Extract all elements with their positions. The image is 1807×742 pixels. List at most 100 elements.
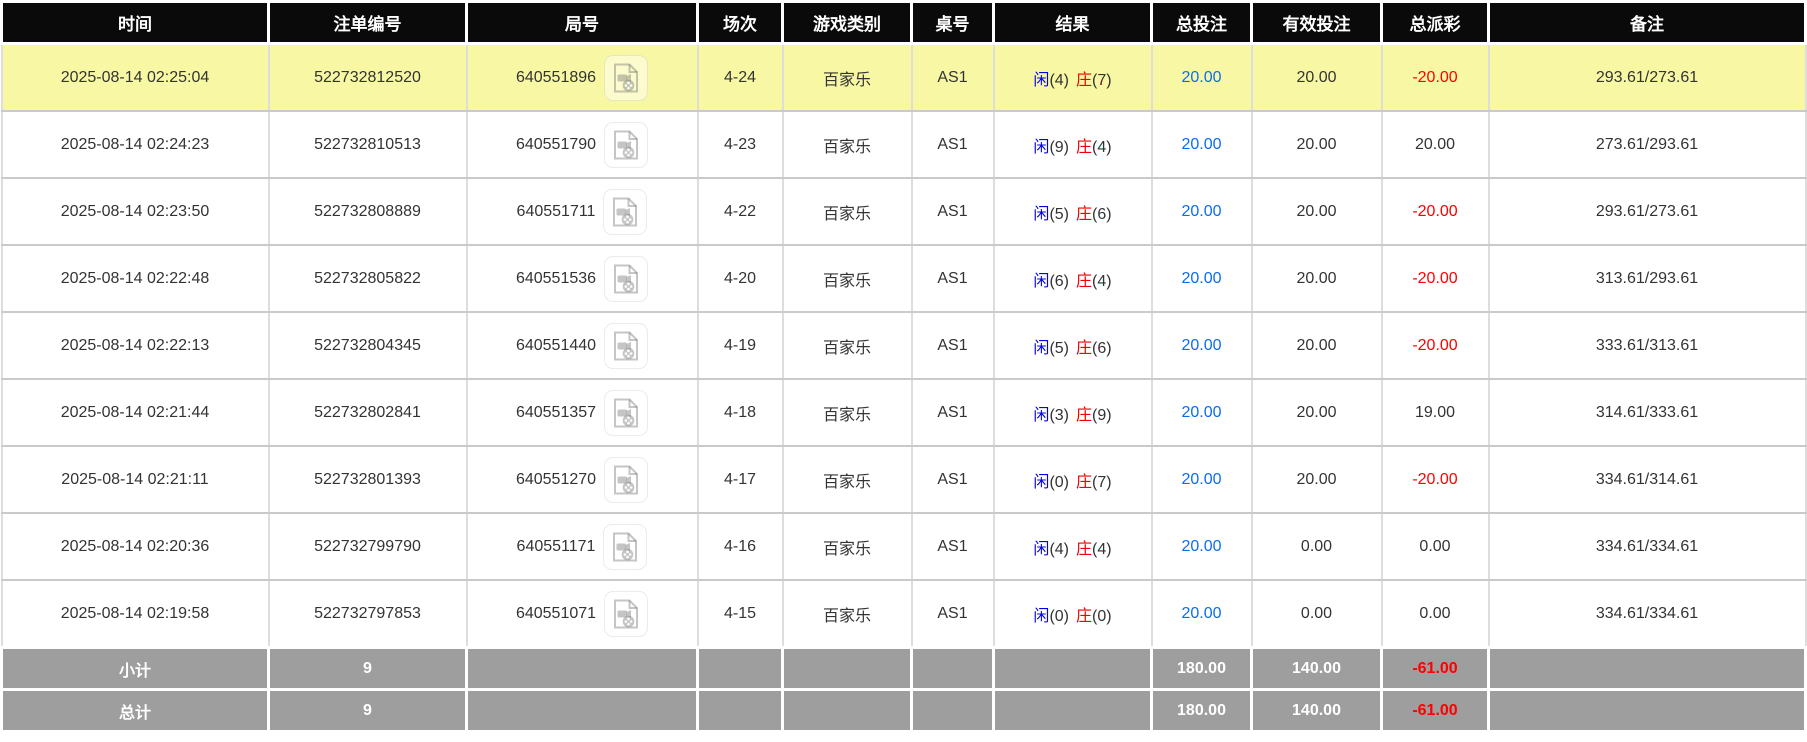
round-id-cell: 640551711: [465, 177, 699, 246]
video-replay-button[interactable]: [604, 590, 649, 637]
total-bet-cell[interactable]: 20.00: [1150, 177, 1253, 246]
video-file-icon: [613, 331, 639, 361]
payout-cell: 0.00: [1380, 579, 1490, 649]
video-replay-button[interactable]: [604, 121, 649, 168]
session-cell: 4-23: [696, 110, 784, 179]
game-type-cell: 百家乐: [781, 512, 913, 581]
remark-cell: 334.61/334.61: [1487, 579, 1807, 649]
time-cell: 2025-08-14 02:22:48: [0, 244, 270, 313]
banker-result-label: 庄: [1076, 473, 1093, 491]
video-replay-button[interactable]: [604, 255, 649, 302]
total-bet-cell[interactable]: 20.00: [1150, 579, 1253, 649]
round-id: 640551270: [515, 470, 597, 488]
player-result-value: (4): [1049, 71, 1069, 89]
result-cell: 闲(3) 庄(9): [992, 378, 1153, 447]
payout-cell: 19.00: [1380, 378, 1490, 447]
valid-bet-cell: 20.00: [1250, 177, 1383, 246]
banker-result-value: (7): [1092, 71, 1112, 89]
session-cell: 4-24: [696, 42, 784, 112]
session-cell: 4-18: [696, 378, 784, 447]
grandtotal-count: 9: [267, 688, 468, 733]
valid-bet-cell: 0.00: [1250, 579, 1383, 649]
player-result-value: (0): [1049, 473, 1069, 491]
video-replay-button[interactable]: [603, 188, 648, 235]
table-no-cell: AS1: [910, 512, 995, 581]
table-no-cell: AS1: [910, 579, 995, 649]
banker-result-value: (6): [1092, 205, 1112, 223]
column-header-payout: 总派彩: [1380, 0, 1490, 45]
valid-bet-cell: 20.00: [1250, 42, 1383, 112]
subtotal-total-bet: 180.00: [1150, 646, 1253, 691]
payout-cell: -20.00: [1380, 311, 1490, 380]
game-type-cell: 百家乐: [781, 311, 913, 380]
round-id: 640551171: [516, 537, 596, 555]
round-id-cell: 640551536: [465, 244, 699, 313]
video-replay-button[interactable]: [604, 389, 649, 436]
banker-result-label: 庄: [1076, 406, 1093, 424]
total-bet-cell[interactable]: 20.00: [1150, 378, 1253, 447]
player-result-value: (4): [1049, 540, 1069, 558]
banker-result-value: (4): [1092, 272, 1112, 290]
remark-cell: 333.61/313.61: [1487, 311, 1807, 380]
game-type-cell: 百家乐: [781, 579, 913, 649]
table-row: 2025-08-14 02:21:11 522732801393 6405512…: [0, 445, 1807, 514]
session-cell: 4-20: [696, 244, 784, 313]
payout-cell: 0.00: [1380, 512, 1490, 581]
video-replay-button[interactable]: [604, 322, 649, 369]
round-id-cell: 640551790: [465, 110, 699, 179]
total-bet-cell[interactable]: 20.00: [1150, 244, 1253, 313]
player-result-label: 闲: [1033, 406, 1050, 424]
table-no-cell: AS1: [910, 311, 995, 380]
valid-bet-cell: 20.00: [1250, 244, 1383, 313]
bet-id-cell: 522732805822: [267, 244, 468, 313]
empty-cell: [1487, 646, 1807, 691]
session-cell: 4-16: [696, 512, 784, 581]
table-row: 2025-08-14 02:22:48 522732805822 6405515…: [0, 244, 1807, 313]
banker-result-label: 庄: [1076, 138, 1093, 156]
result-cell: 闲(4) 庄(4): [992, 512, 1153, 581]
grandtotal-total-bet: 180.00: [1150, 688, 1253, 733]
time-cell: 2025-08-14 02:19:58: [0, 579, 270, 649]
column-header-session: 场次: [696, 0, 784, 45]
remark-cell: 273.61/293.61: [1487, 110, 1807, 179]
result-cell: 闲(5) 庄(6): [992, 311, 1153, 380]
video-replay-button[interactable]: [604, 456, 649, 503]
banker-result-value: (4): [1092, 540, 1112, 558]
valid-bet-cell: 0.00: [1250, 512, 1383, 581]
banker-result-label: 庄: [1076, 71, 1093, 89]
bet-id-cell: 522732797853: [267, 579, 468, 649]
table-footer: 小计 9 180.00 140.00 -61.00 总计 9 180.00 14…: [0, 646, 1807, 733]
column-header-result: 结果: [992, 0, 1153, 45]
payout-cell: -20.00: [1380, 177, 1490, 246]
column-header-remark: 备注: [1487, 0, 1807, 45]
subtotal-payout: -61.00: [1380, 646, 1490, 691]
empty-cell: [781, 688, 913, 733]
round-id: 640551790: [515, 135, 597, 153]
total-bet-cell[interactable]: 20.00: [1150, 445, 1253, 514]
total-bet-cell[interactable]: 20.00: [1150, 512, 1253, 581]
table-no-cell: AS1: [910, 42, 995, 112]
video-replay-button[interactable]: [604, 54, 649, 101]
banker-result-value: (6): [1092, 339, 1112, 357]
banker-result-value: (9): [1092, 406, 1112, 424]
total-bet-cell[interactable]: 20.00: [1150, 311, 1253, 380]
column-header-round-id: 局号: [465, 0, 699, 45]
round-id-cell: 640551357: [465, 378, 699, 447]
time-cell: 2025-08-14 02:22:13: [0, 311, 270, 380]
video-file-icon: [613, 599, 639, 629]
video-replay-button[interactable]: [603, 523, 648, 570]
payout-cell: 20.00: [1380, 110, 1490, 179]
subtotal-valid-bet: 140.00: [1250, 646, 1383, 691]
player-result-label: 闲: [1033, 473, 1050, 491]
banker-result-label: 庄: [1076, 205, 1093, 223]
total-bet-cell[interactable]: 20.00: [1150, 42, 1253, 112]
banker-result-label: 庄: [1076, 339, 1093, 357]
total-bet-cell[interactable]: 20.00: [1150, 110, 1253, 179]
column-header-valid-bet: 有效投注: [1250, 0, 1383, 45]
round-id-cell: 640551270: [465, 445, 699, 514]
time-cell: 2025-08-14 02:21:44: [0, 378, 270, 447]
player-result-label: 闲: [1033, 205, 1050, 223]
remark-cell: 293.61/273.61: [1487, 177, 1807, 246]
game-type-cell: 百家乐: [781, 244, 913, 313]
